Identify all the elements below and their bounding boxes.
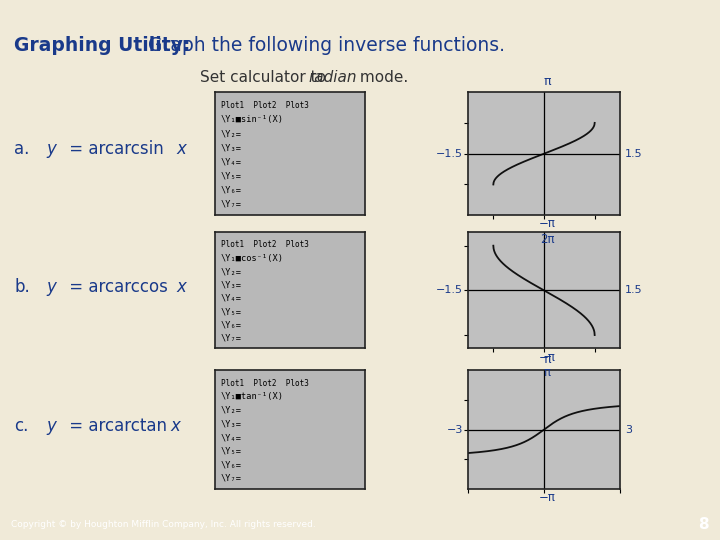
Text: c.: c. (14, 416, 28, 435)
Text: Graph the following inverse functions.: Graph the following inverse functions. (142, 36, 505, 55)
Text: \Y₂=: \Y₂= (221, 267, 242, 276)
Text: Set calculator to: Set calculator to (200, 70, 331, 85)
Text: \Y₆=: \Y₆= (221, 186, 242, 195)
Text: \Y₇=: \Y₇= (221, 334, 242, 343)
Text: = arcarccos: = arcarccos (64, 278, 168, 296)
Text: x: x (176, 140, 186, 158)
Text: \Y₇=: \Y₇= (221, 200, 242, 209)
Text: \Y₄=: \Y₄= (221, 433, 242, 442)
Text: Graphing Utility:: Graphing Utility: (14, 36, 190, 55)
Text: Plot1  Plot2  Plot3: Plot1 Plot2 Plot3 (221, 240, 309, 249)
Text: \Y₄=: \Y₄= (221, 157, 242, 166)
Text: \Y₁■tan⁻¹(X): \Y₁■tan⁻¹(X) (221, 393, 284, 401)
Text: π: π (544, 75, 551, 88)
Text: \Y₄=: \Y₄= (221, 294, 242, 303)
Text: 1.5: 1.5 (625, 285, 643, 295)
Text: \Y₂=: \Y₂= (221, 129, 242, 138)
Text: −π: −π (539, 350, 555, 363)
Text: 2π: 2π (540, 233, 554, 246)
Text: = arcarctan: = arcarctan (64, 416, 167, 435)
Text: \Y₆=: \Y₆= (221, 321, 242, 329)
Text: \Y₅=: \Y₅= (221, 447, 242, 456)
Text: 1.5: 1.5 (625, 148, 643, 159)
Text: −1.5: −1.5 (436, 148, 463, 159)
Text: \Y₃=: \Y₃= (221, 143, 242, 152)
Text: \Y₃=: \Y₃= (221, 280, 242, 289)
Text: \Y₆=: \Y₆= (221, 460, 242, 469)
Text: 8: 8 (698, 517, 709, 532)
Text: Copyright © by Houghton Mifflin Company, Inc. All rights reserved.: Copyright © by Houghton Mifflin Company,… (11, 520, 315, 529)
Text: x: x (176, 278, 186, 296)
Text: \Y₅=: \Y₅= (221, 307, 242, 316)
Text: Plot1  Plot2  Plot3: Plot1 Plot2 Plot3 (221, 100, 309, 110)
Text: \Y₇=: \Y₇= (221, 474, 242, 483)
Text: \Y₃=: \Y₃= (221, 420, 242, 429)
Text: x: x (170, 416, 180, 435)
Text: 3: 3 (625, 424, 632, 435)
Text: y: y (46, 416, 56, 435)
Text: = arcarcsin: = arcarcsin (64, 140, 163, 158)
Text: π: π (544, 353, 551, 366)
Text: \Y₅=: \Y₅= (221, 172, 242, 180)
Text: Plot1  Plot2  Plot3: Plot1 Plot2 Plot3 (221, 379, 309, 388)
Text: \Y₁■cos⁻¹(X): \Y₁■cos⁻¹(X) (221, 254, 284, 263)
Text: −π: −π (539, 491, 555, 504)
Text: \Y₂=: \Y₂= (221, 406, 242, 415)
Text: y: y (46, 278, 56, 296)
Text: a.: a. (14, 140, 30, 158)
Text: \Y₁■sin⁻¹(X): \Y₁■sin⁻¹(X) (221, 115, 284, 124)
Text: π: π (544, 366, 551, 379)
Text: mode.: mode. (355, 70, 408, 85)
Text: −1.5: −1.5 (436, 285, 463, 295)
Text: −3: −3 (446, 424, 463, 435)
Text: −π: −π (539, 218, 555, 231)
Text: b.: b. (14, 278, 30, 296)
Text: radian: radian (308, 70, 356, 85)
Text: y: y (46, 140, 56, 158)
